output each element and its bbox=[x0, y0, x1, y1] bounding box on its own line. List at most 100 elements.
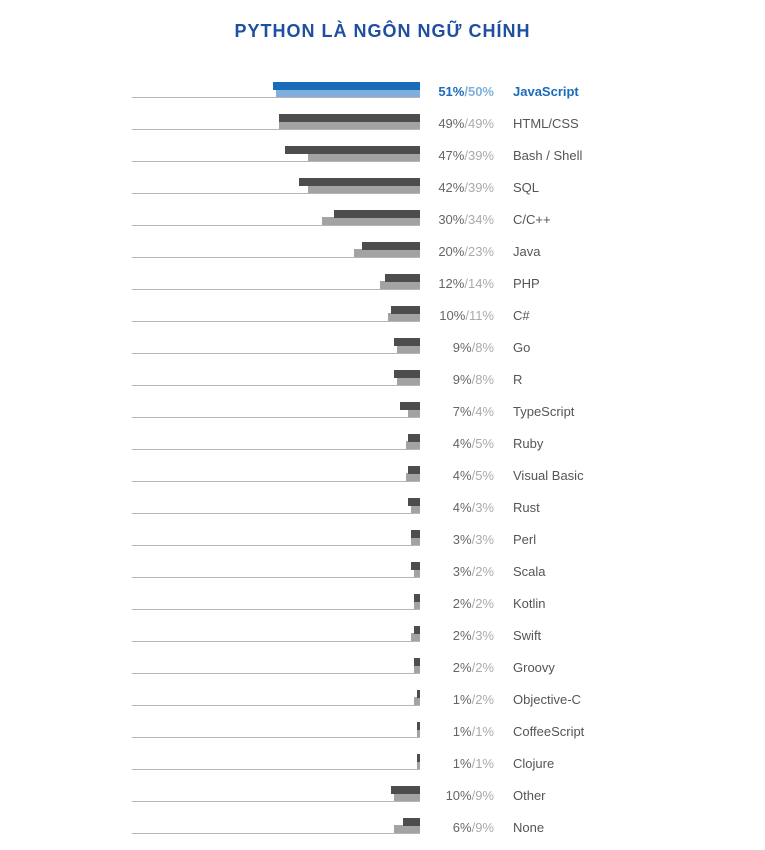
value-label: 4%/3% bbox=[453, 500, 494, 515]
baseline bbox=[132, 385, 420, 386]
bar-series-a bbox=[299, 178, 420, 186]
value-label: 42%/39% bbox=[438, 180, 494, 195]
value-label: 49%/49% bbox=[438, 116, 494, 131]
bar-series-b bbox=[414, 697, 420, 705]
value-b: /8% bbox=[471, 340, 494, 355]
value-b: /2% bbox=[471, 692, 494, 707]
bar-series-b bbox=[411, 537, 420, 545]
value-b: /39% bbox=[464, 148, 494, 163]
category-label: Other bbox=[513, 788, 546, 803]
bar-series-b bbox=[411, 633, 420, 641]
value-a: 3% bbox=[452, 564, 472, 579]
bar-series-b bbox=[307, 185, 420, 193]
bar-series-b bbox=[414, 665, 420, 673]
value-b: /14% bbox=[464, 276, 494, 291]
baseline bbox=[132, 353, 420, 354]
value-label: 7%/4% bbox=[453, 404, 494, 419]
value-a: 4% bbox=[452, 468, 472, 483]
bar-series-b bbox=[417, 729, 420, 737]
category-label: CoffeeScript bbox=[513, 724, 585, 739]
bar-series-b bbox=[394, 825, 420, 833]
chart-row: 20%/23% Java bbox=[0, 242, 765, 274]
value-b: /1% bbox=[471, 756, 494, 771]
baseline bbox=[132, 193, 420, 194]
chart-row: 51%/50% JavaScript bbox=[0, 82, 765, 114]
chart-row: 6%/9% None bbox=[0, 818, 765, 850]
value-b: /4% bbox=[471, 404, 494, 419]
value-label: 2%/3% bbox=[453, 628, 494, 643]
category-label: SQL bbox=[513, 180, 540, 195]
value-a: 4% bbox=[452, 500, 472, 515]
bar-series-a bbox=[414, 658, 420, 666]
bar-series-b bbox=[322, 217, 420, 225]
value-b: /9% bbox=[471, 788, 494, 803]
value-a: 1% bbox=[452, 724, 472, 739]
baseline bbox=[132, 673, 420, 674]
category-label: Go bbox=[513, 340, 531, 355]
bar-series-a bbox=[417, 722, 420, 730]
value-label: 4%/5% bbox=[453, 436, 494, 451]
value-b: /11% bbox=[465, 308, 494, 323]
bar-series-a bbox=[333, 210, 420, 218]
baseline bbox=[132, 833, 420, 834]
bar-series-a bbox=[408, 466, 420, 474]
value-a: 3% bbox=[452, 532, 472, 547]
chart-row: 9%/8% R bbox=[0, 370, 765, 402]
bar-series-b bbox=[411, 505, 420, 513]
bar-series-b bbox=[396, 345, 420, 353]
value-b: /8% bbox=[471, 372, 494, 387]
bar-series-a bbox=[399, 402, 420, 410]
chart-title: PYTHON LÀ NGÔN NGỮ CHÍNH bbox=[234, 21, 531, 41]
bar-series-b bbox=[276, 89, 420, 97]
bar-series-a bbox=[391, 306, 420, 314]
value-label: 12%/14% bbox=[438, 276, 494, 291]
bar-series-b bbox=[379, 281, 420, 289]
value-a: 1% bbox=[452, 692, 472, 707]
value-label: 1%/2% bbox=[453, 692, 494, 707]
bar-series-b bbox=[414, 601, 420, 609]
chart-row: 1%/2% Objective-C bbox=[0, 690, 765, 722]
value-a: 49% bbox=[438, 116, 465, 131]
value-label: 3%/3% bbox=[453, 532, 494, 547]
baseline bbox=[132, 545, 420, 546]
value-b: /39% bbox=[464, 180, 494, 195]
value-a: 10% bbox=[445, 788, 472, 803]
chart-row: 42%/39% SQL bbox=[0, 178, 765, 210]
value-b: /5% bbox=[471, 436, 494, 451]
value-b: /2% bbox=[471, 660, 494, 675]
value-a: 2% bbox=[452, 628, 472, 643]
value-label: 20%/23% bbox=[438, 244, 494, 259]
category-label: Java bbox=[513, 244, 541, 259]
chart-row: 4%/5% Ruby bbox=[0, 434, 765, 466]
category-label: Swift bbox=[513, 628, 542, 643]
bar-series-a bbox=[417, 754, 420, 762]
baseline bbox=[132, 769, 420, 770]
category-label: Scala bbox=[513, 564, 546, 579]
value-a: 2% bbox=[452, 596, 472, 611]
chart-row: 30%/34% C/C++ bbox=[0, 210, 765, 242]
bar-series-a bbox=[362, 242, 420, 250]
chart-row: 7%/4% TypeScript bbox=[0, 402, 765, 434]
category-label: C# bbox=[513, 308, 530, 323]
bar-series-b bbox=[417, 761, 420, 769]
value-label: 4%/5% bbox=[453, 468, 494, 483]
bar-series-a bbox=[278, 114, 420, 122]
category-label: Bash / Shell bbox=[513, 148, 583, 163]
value-a: 20% bbox=[438, 244, 465, 259]
value-a: 1% bbox=[452, 756, 472, 771]
bar-series-a bbox=[394, 370, 420, 378]
baseline bbox=[132, 321, 420, 322]
bar-series-a bbox=[284, 146, 420, 154]
value-b: /3% bbox=[471, 628, 494, 643]
value-b: /3% bbox=[471, 532, 494, 547]
category-label: JavaScript bbox=[513, 84, 579, 99]
chart-row: 9%/8% Go bbox=[0, 338, 765, 370]
category-label: Rust bbox=[513, 500, 540, 515]
value-a: 47% bbox=[438, 148, 465, 163]
value-a: 4% bbox=[452, 436, 472, 451]
baseline bbox=[132, 609, 420, 610]
value-a: 6% bbox=[452, 820, 472, 835]
value-label: 6%/9% bbox=[453, 820, 494, 835]
bar-series-b bbox=[414, 569, 420, 577]
category-label: HTML/CSS bbox=[513, 116, 579, 131]
